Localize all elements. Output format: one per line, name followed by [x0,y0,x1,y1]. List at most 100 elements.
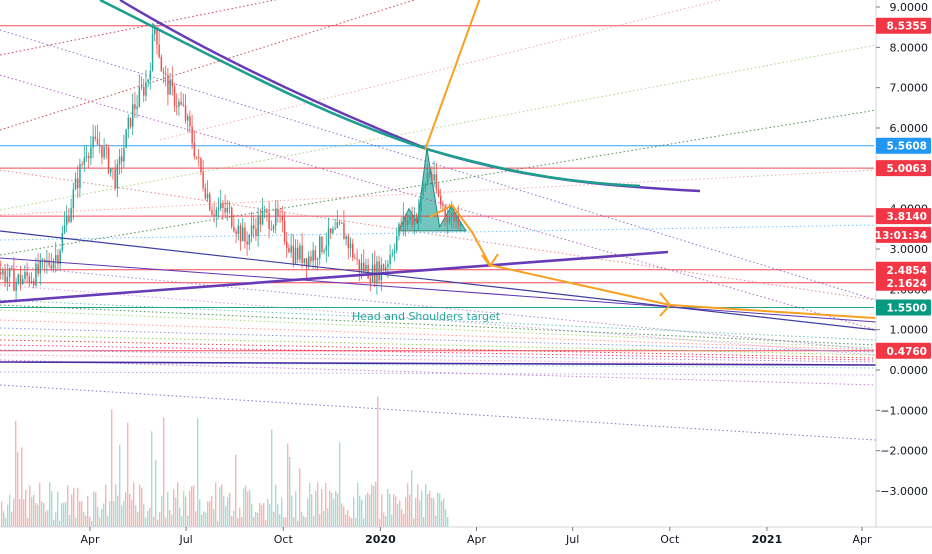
candle-body [363,262,365,272]
price-tag: 0.4760 [876,342,931,359]
volume-bar [323,511,325,527]
candle [297,239,299,264]
candle-body [228,207,231,209]
volume-bar [341,503,343,527]
candle-body [158,44,160,58]
candle-body [297,247,299,260]
candle [145,69,147,102]
candle [178,98,180,116]
volume-bar [37,504,39,527]
candle [74,172,77,191]
candle [206,180,209,202]
price-tag-label: 2.4854 [886,265,927,277]
candle [202,159,204,192]
candle [239,223,242,251]
candle [200,157,202,176]
candle-body [347,236,350,249]
candle [286,231,288,258]
candle [235,228,237,244]
candle [233,214,235,233]
candle-body [52,260,55,269]
candle [226,199,229,221]
y-tick-label: 0.0000 [890,364,929,377]
candle [107,144,110,175]
y-tick-label: 8.0000 [890,41,929,54]
candle [429,169,431,179]
y-tick-label: −1.0000 [880,404,928,417]
volume-bar [365,494,367,527]
candle-body [301,245,303,263]
candle-body [224,207,226,213]
candle [433,160,435,187]
price-tag-label: 5.0063 [886,163,927,175]
candle [6,263,9,292]
candle [33,277,35,289]
volume-bar [375,481,377,527]
candle-body [457,214,460,226]
volume-bar [443,498,445,527]
volume-bar [141,487,143,527]
candle-body [147,79,149,83]
volume-bar [75,517,77,527]
candle [90,135,92,166]
candle-body [303,258,306,263]
arrow-head [659,292,672,317]
volume-bar [383,512,385,527]
volume-bar [7,504,9,527]
candle-body [409,216,411,221]
candle-body [279,215,281,217]
volume-bar [325,483,327,527]
volume-bar [95,492,97,527]
volume-bar [187,515,189,527]
candle [169,72,171,95]
candle-body [39,259,42,274]
candle-body [15,281,17,291]
volume-bar [121,505,123,527]
volume-bar [439,493,441,527]
arrow-head [481,253,499,268]
candle-body [413,214,416,225]
candle [182,93,185,107]
candle-body [59,250,61,265]
candle [275,200,277,234]
volume-bar [127,422,129,527]
candle-body [299,245,301,260]
volume-bar [99,517,101,527]
volume-bar [301,511,303,527]
volume-bar [159,511,161,527]
candle-body [259,215,262,225]
candle [134,91,136,119]
volume-bar [129,493,131,527]
candle-body [286,241,288,248]
volume-bar [415,497,417,527]
volume-bar [181,516,183,527]
candle-body [308,256,310,267]
candle [81,160,83,168]
candle [156,26,158,55]
volume-bar [275,484,277,527]
candle [4,263,6,288]
candle-body [92,136,94,148]
volume-bar [299,468,301,527]
volume-bar [53,520,55,527]
volume-bar [361,499,363,527]
candle [215,206,218,228]
volume-bar [297,520,299,527]
volume-bar [171,514,173,527]
candle-body [407,220,409,225]
candle [2,267,4,280]
price-tag: 2.1624 [876,274,931,291]
price-tag-label: 1.5500 [886,302,927,314]
candle-body [277,209,279,216]
candle-body [77,178,79,188]
x-tick-label: Apr [80,533,100,546]
fan-line [0,74,877,331]
candle [294,239,297,265]
candle [72,182,75,220]
candle-body [61,233,64,251]
candle-body [323,250,325,253]
candle-body [217,208,220,210]
candle [253,215,255,239]
candle-body [33,280,35,286]
x-tick-label: Jul [178,533,192,546]
